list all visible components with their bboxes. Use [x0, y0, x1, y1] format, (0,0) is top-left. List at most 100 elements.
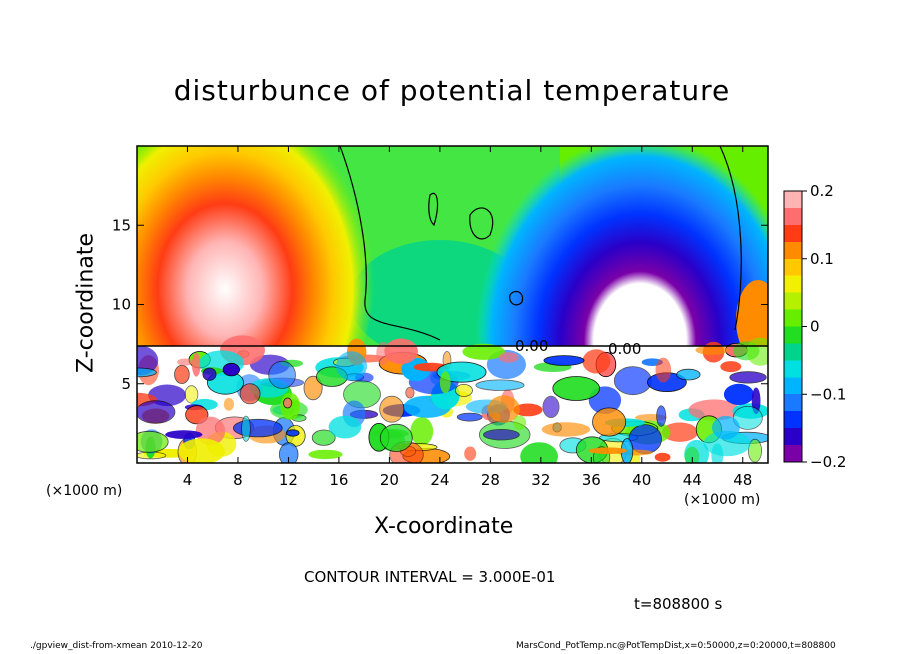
turbulence-blob: [656, 405, 667, 427]
x-unit-label: (×1000 m): [46, 483, 123, 499]
footer-data-source: MarsCond_PotTemp.nc@PotTempDist,x=0:5000…: [516, 641, 836, 651]
turbulence-blob: [654, 452, 671, 462]
turbulence-blob: [688, 399, 740, 421]
turbulence-blob: [303, 375, 323, 401]
turbulence-blob: [137, 430, 169, 453]
colorbar-tick-label: 0.1: [810, 250, 834, 268]
turbulence-blob: [487, 395, 520, 423]
colorbar-tick-label: −0.1: [810, 385, 846, 403]
turbulence-blob: [552, 376, 600, 401]
turbulence-blob: [464, 446, 477, 461]
turbulence-blob: [684, 446, 700, 463]
turbulence-blob: [137, 367, 157, 378]
turbulence-blob: [165, 430, 203, 439]
turbulence-blob: [328, 415, 362, 439]
colorbar: [783, 190, 803, 463]
turbulence-blob: [613, 366, 652, 396]
turbulence-blob: [222, 362, 240, 377]
turbulence-blob: [336, 351, 367, 381]
turbulence-blob: [279, 442, 299, 463]
x-tick-label: 32: [531, 471, 550, 489]
turbulence-blob: [541, 422, 591, 437]
turbulence-blob: [137, 400, 176, 424]
turbulence-blob: [543, 355, 585, 366]
turbulence-blob: [748, 438, 763, 463]
x-unit-label-right: (×1000 m): [684, 492, 761, 508]
turbulence-blob: [711, 443, 724, 463]
footer-script-info: ./gpview_dist-from-xmean 2010-12-20: [30, 641, 203, 651]
turbulence-blob: [379, 395, 405, 423]
contour-island-2: [509, 290, 524, 306]
y-tick-label: 15: [112, 216, 131, 234]
colorbar-tick-label: −0.2: [810, 453, 846, 471]
turbulence-blob: [720, 361, 742, 373]
x-tick-label: 4: [183, 471, 193, 489]
contour-island-3: [428, 192, 439, 227]
plot-field: [137, 146, 768, 463]
turbulence-blob: [456, 412, 483, 422]
turbulence-blob: [308, 449, 343, 460]
turbulence-blob: [174, 364, 190, 384]
turbulence-blob: [498, 352, 519, 363]
contour-label-1: 0.00: [515, 337, 548, 355]
turbulence-blob: [588, 447, 628, 455]
turbulence-blob: [676, 368, 701, 381]
turbulence-blob: [582, 349, 611, 374]
turbulence-blob: [513, 403, 543, 417]
y-tick-label: 10: [112, 296, 131, 314]
turbulence-blob: [202, 367, 217, 381]
x-tick-label: 28: [481, 471, 500, 489]
turbulence-blob: [746, 337, 768, 366]
turbulence-blob: [723, 383, 754, 405]
turbulence-blob: [282, 397, 293, 409]
turbulence-blob: [195, 416, 226, 446]
turbulence-blob: [241, 415, 251, 442]
x-tick-label: 8: [233, 471, 243, 489]
contour-island-1: [469, 207, 494, 240]
turbulence-blob: [178, 438, 225, 463]
turbulence-blob: [628, 424, 662, 455]
turbulence-blob: [695, 345, 729, 355]
colorbar-tick-label: 0: [810, 318, 820, 336]
turbulence-blob: [232, 418, 283, 438]
x-tick-label: 20: [380, 471, 399, 489]
y-tick-label: 5: [121, 375, 131, 393]
turbulence-blob: [592, 407, 627, 437]
turbulence-blob: [184, 385, 199, 404]
turbulence-blob: [286, 429, 300, 437]
x-axis-label: X-coordinate: [374, 514, 514, 539]
turbulence-blob: [239, 383, 261, 405]
turbulence-blob: [223, 397, 234, 411]
x-tick-label: 48: [733, 471, 752, 489]
x-tick-label: 12: [279, 471, 298, 489]
turbulence-blob: [405, 387, 415, 399]
x-tick-label: 24: [430, 471, 449, 489]
turbulence-blob: [454, 383, 473, 397]
turbulence-blob: [384, 338, 418, 365]
turbulence-blob: [482, 429, 520, 441]
y-axis: 5 10 15: [112, 216, 768, 393]
colorbar-ticks: 0.2 0.1 0 −0.1 −0.2: [802, 182, 846, 471]
turbulence-blob: [410, 417, 434, 446]
turbulence-blob: [311, 429, 336, 446]
y-axis-label: Z-coordinate: [73, 233, 99, 373]
turbulence-blob: [661, 422, 699, 442]
x-axis: 4 8 12 16 20 24 28 32 36 40 44 48: [183, 146, 752, 489]
turbulence-blob: [513, 415, 527, 430]
turbulence-blob: [439, 371, 451, 394]
turbulence-blob: [268, 360, 296, 389]
x-tick-label: 36: [582, 471, 601, 489]
turbulence-blob: [177, 358, 194, 366]
x-tick-label: 40: [632, 471, 651, 489]
contour-interval-text: CONTOUR INTERVAL = 3.000E-01: [304, 568, 556, 586]
x-tick-label: 16: [329, 471, 348, 489]
time-label: t=808800 s: [634, 595, 723, 613]
turbulence-blob: [520, 442, 558, 463]
turbulence-blob: [475, 379, 525, 391]
turbulence-blob: [729, 371, 767, 384]
turbulence-blob: [379, 423, 413, 452]
chart-title: disturbunce of potential temperature: [173, 74, 731, 107]
x-tick-label: 44: [683, 471, 702, 489]
zero-contour-left: [339, 146, 441, 341]
